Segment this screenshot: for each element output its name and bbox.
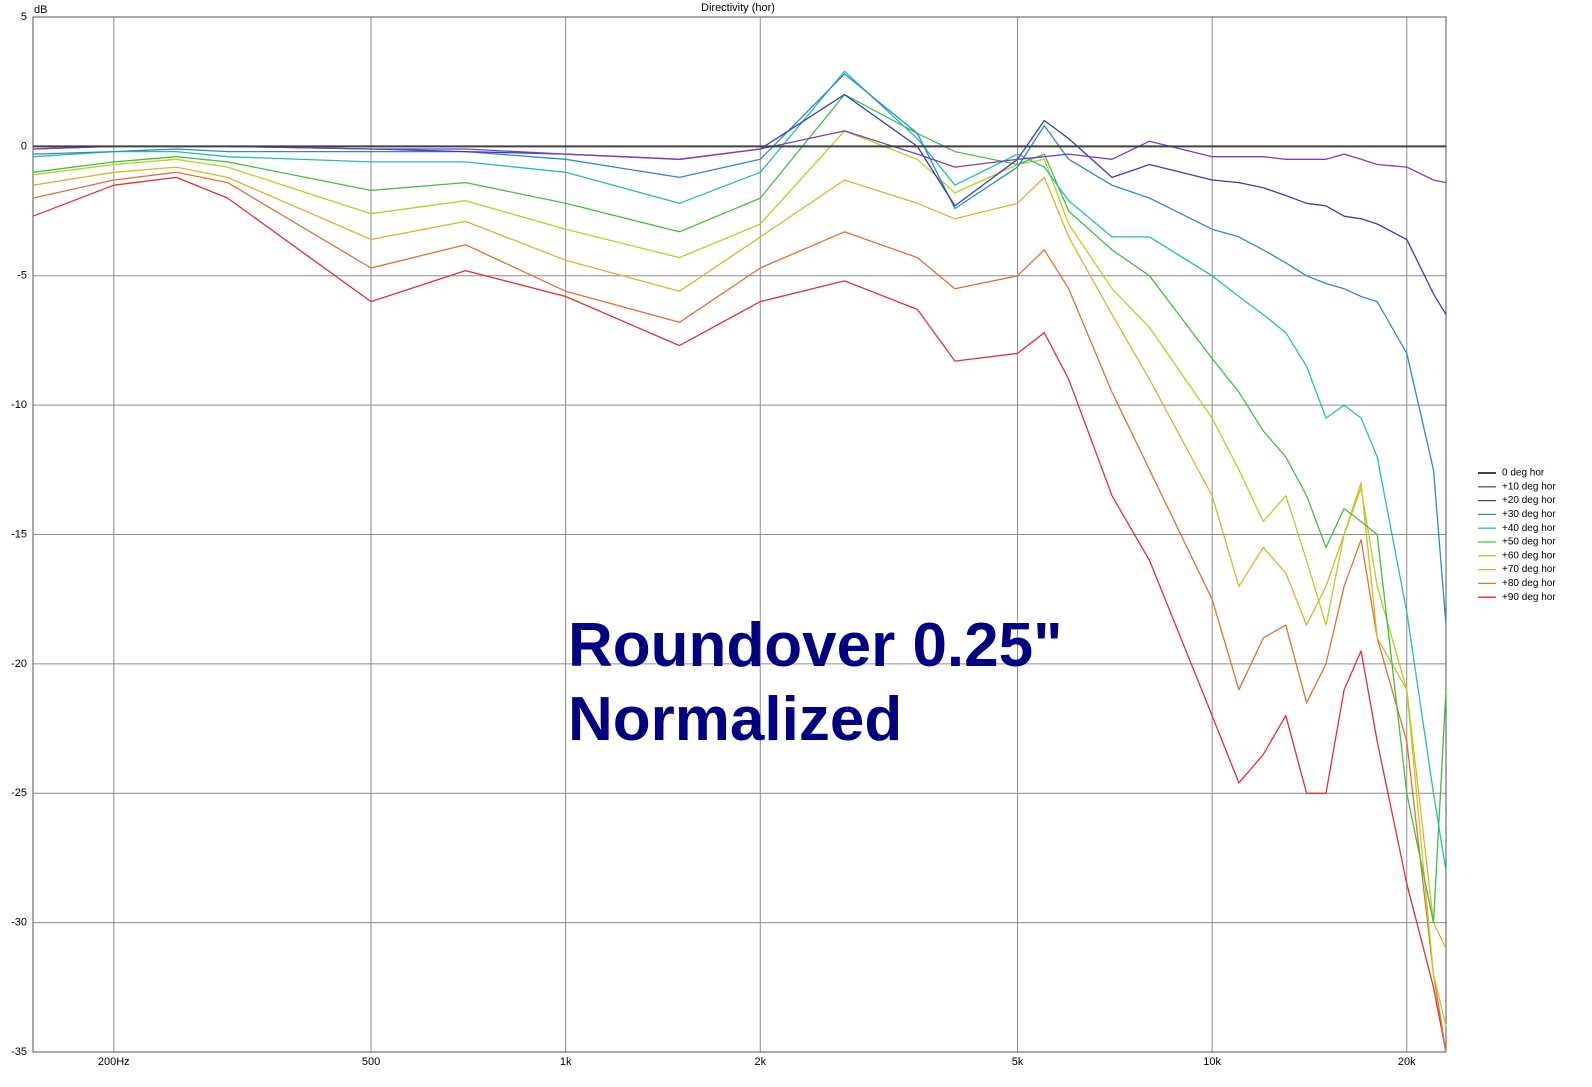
y-tick-label: -10 [11, 399, 27, 411]
legend-label: +50 deg hor [1502, 537, 1556, 548]
series-line [32, 130, 1447, 184]
x-tick-label: 2k [754, 1056, 766, 1068]
legend-label: +70 deg hor [1502, 564, 1556, 575]
legend-label: +40 deg hor [1502, 523, 1556, 534]
legend-label: +30 deg hor [1502, 509, 1556, 520]
y-tick-label: 5 [21, 11, 27, 23]
y-tick-label: -35 [11, 1046, 27, 1058]
series-line [32, 130, 1447, 1027]
series-line [32, 171, 1447, 1053]
legend-label: +20 deg hor [1502, 495, 1556, 506]
x-tick-label: 20k [1398, 1056, 1416, 1068]
series-line [32, 73, 1447, 626]
y-tick-label: -5 [17, 270, 27, 282]
annotation: Roundover 0.25" [568, 611, 1063, 680]
y-tick-label: -25 [11, 787, 27, 799]
legend-label: +10 deg hor [1502, 481, 1556, 492]
series-line [32, 93, 1447, 315]
x-tick-label: 10k [1203, 1056, 1221, 1068]
series-line [32, 176, 1447, 1053]
legend-label: 0 deg hor [1502, 468, 1545, 479]
legend-label: +90 deg hor [1502, 592, 1556, 603]
y-tick-label: -20 [11, 658, 27, 670]
series-line [32, 93, 1447, 924]
chart-title: Directivity (hor) [701, 2, 775, 14]
x-tick-label: 1k [560, 1056, 572, 1068]
legend-label: +80 deg hor [1502, 578, 1556, 589]
annotation: Normalized [568, 685, 902, 754]
plot-border [32, 16, 1447, 1053]
legend-label: +60 deg hor [1502, 550, 1556, 561]
x-tick-label: 5k [1012, 1056, 1024, 1068]
y-tick-label: -30 [11, 917, 27, 929]
y-axis-label: dB [34, 4, 47, 16]
y-tick-label: -15 [11, 528, 27, 540]
x-tick-label: 500 [362, 1056, 380, 1068]
series-line [32, 70, 1447, 872]
y-tick-label: 0 [21, 140, 27, 152]
x-tick-label: 200Hz [98, 1056, 130, 1068]
